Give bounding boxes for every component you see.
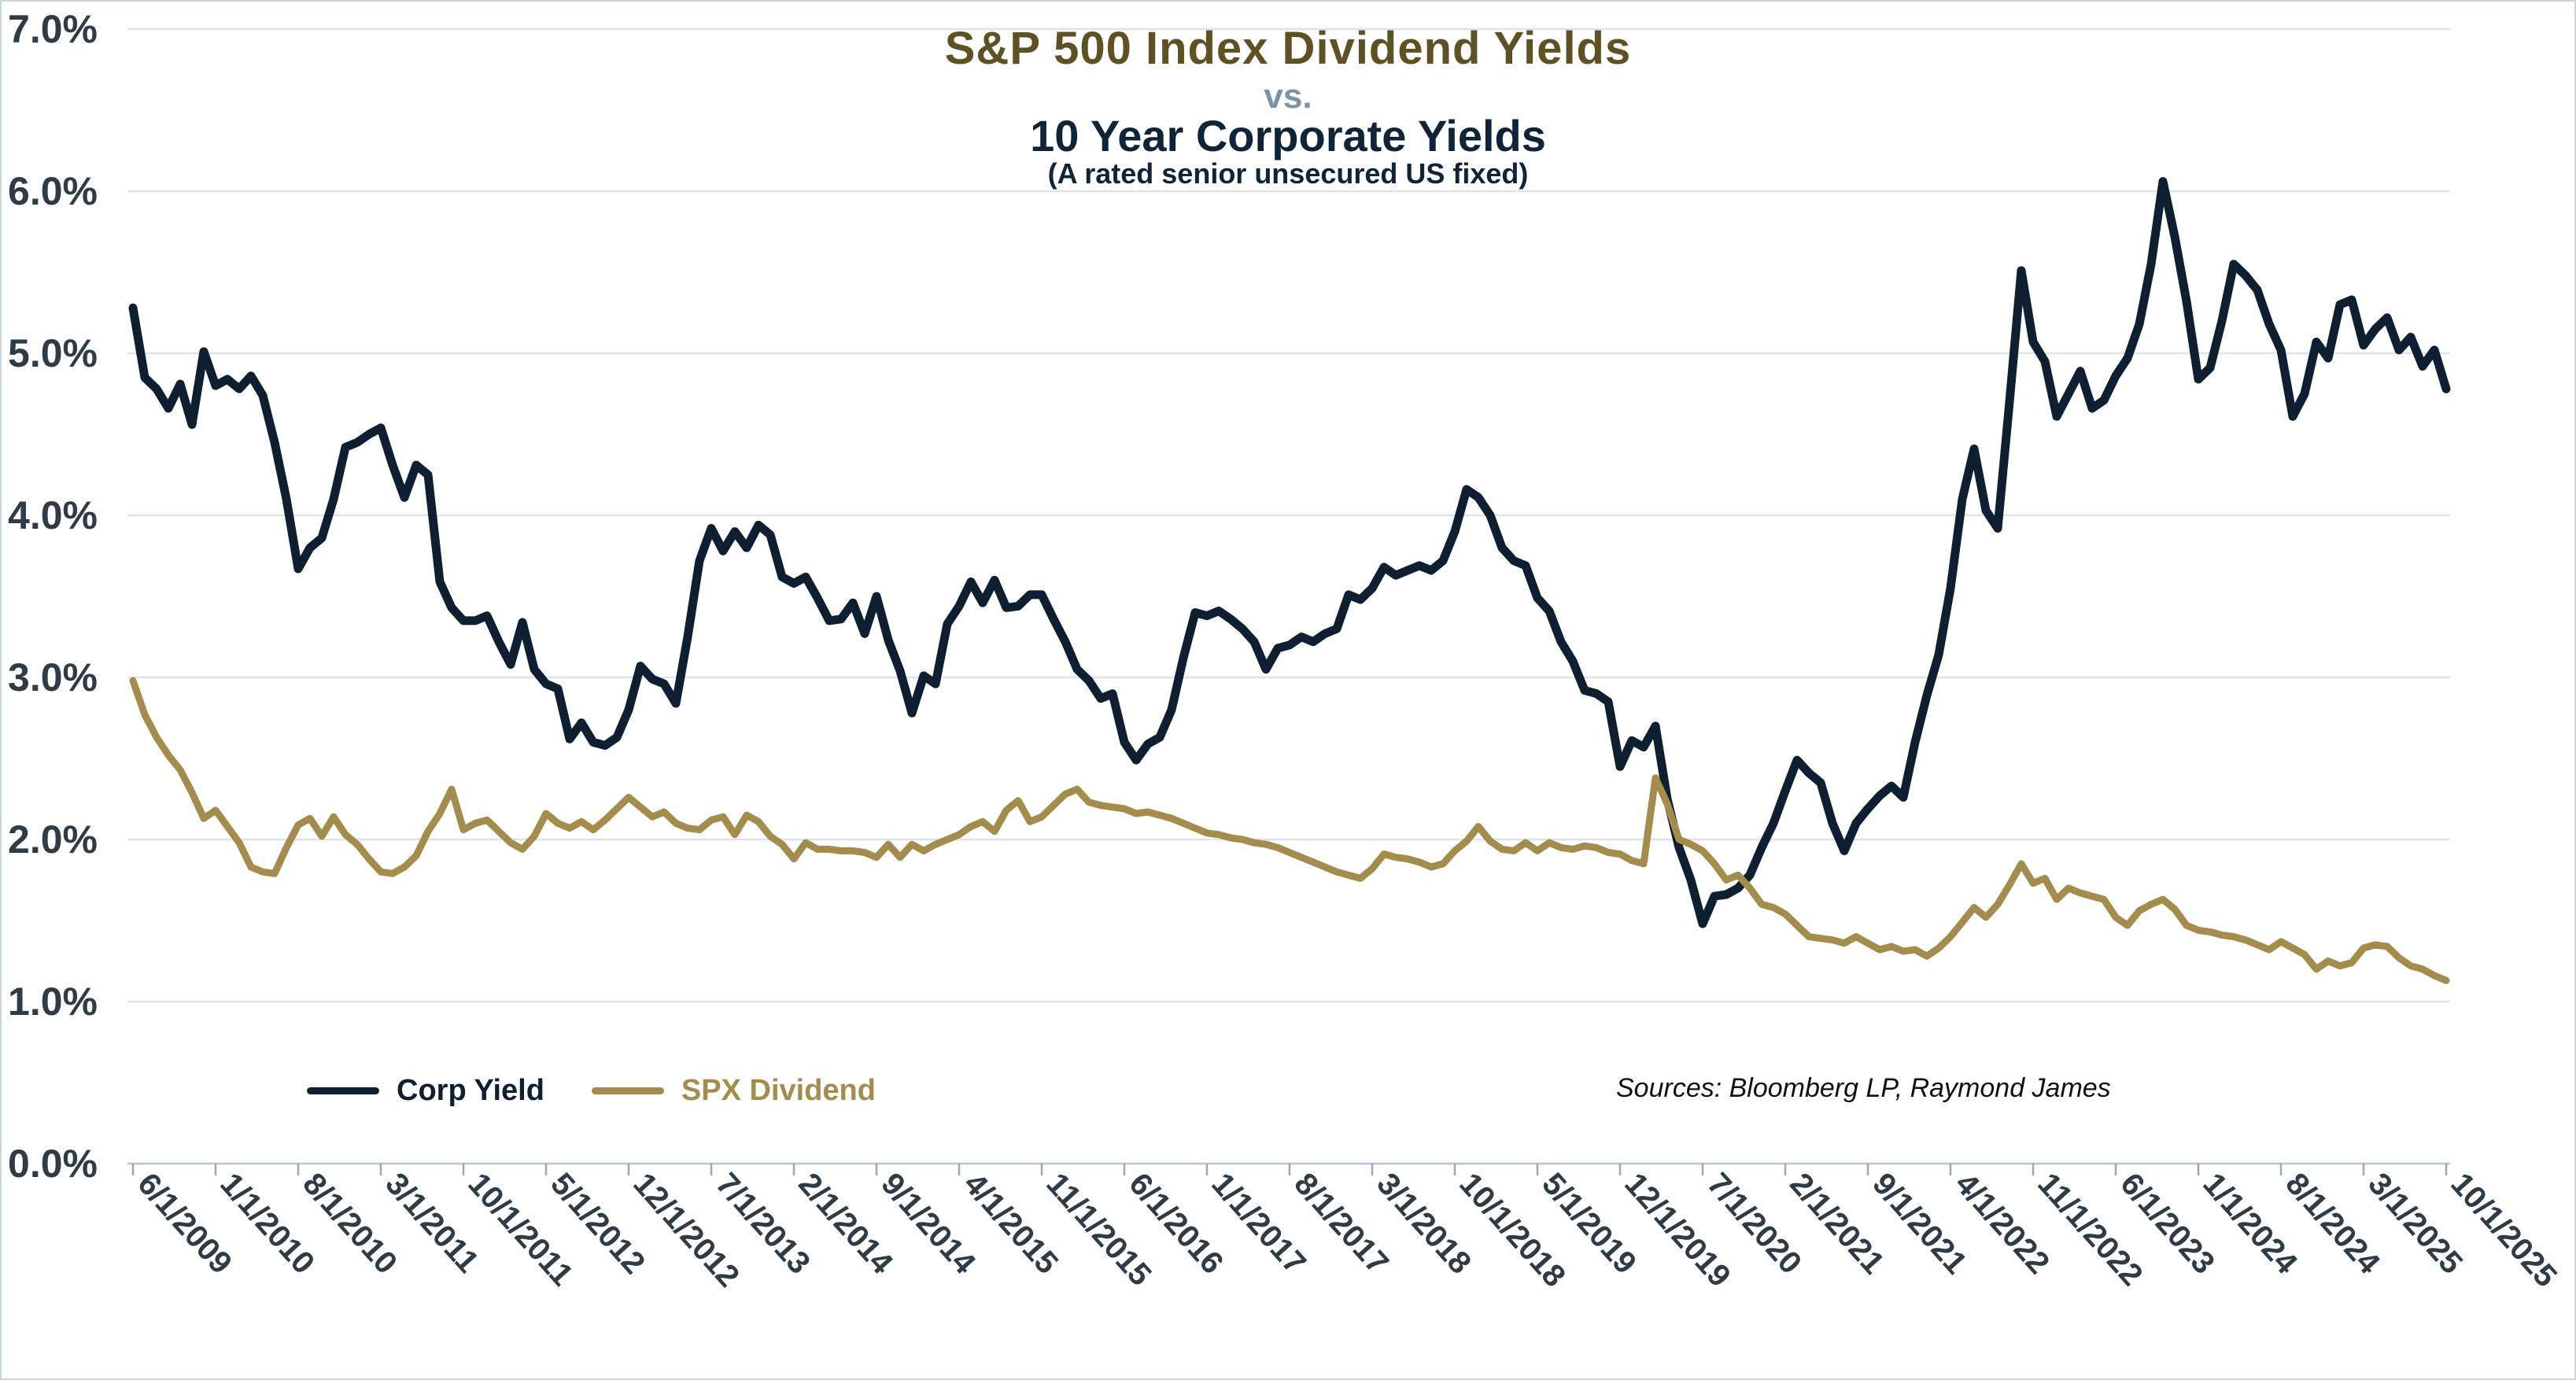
y-tick-label: 3.0% (8, 655, 98, 699)
chart-title-secondary: 10 Year Corporate Yields (1030, 111, 1546, 161)
y-tick-label: 1.0% (8, 980, 98, 1024)
legend-label-corp-yield: Corp Yield (397, 1073, 544, 1107)
legend-label-spx-dividend: SPX Dividend (681, 1073, 876, 1107)
gridlines (127, 28, 2450, 1003)
sources-note: Sources: Bloomberg LP, Raymond James (1616, 1073, 2111, 1103)
y-axis: 0.0% 1.0% 2.0% 3.0% 4.0% 5.0% 6.0% 7.0% (8, 7, 98, 1186)
legend-item-spx-dividend: SPX Dividend (591, 1073, 876, 1108)
y-tick-label: 0.0% (8, 1142, 98, 1186)
spx-dividend-line (129, 677, 2450, 984)
chart-subtitle: (A rated senior unsecured US fixed) (1047, 157, 1529, 190)
chart-title: S&P 500 Index Dividend Yields (944, 23, 1632, 74)
legend-item-corp-yield: Corp Yield (307, 1074, 544, 1108)
x-tick-label: 10/1/2025 (2444, 1167, 2563, 1294)
x-axis: 6/1/20091/1/20108/1/20103/1/201110/1/201… (127, 1162, 2563, 1294)
corp-yield-line (128, 177, 2451, 928)
y-tick-label: 2.0% (8, 817, 98, 862)
y-tick-label: 7.0% (8, 7, 98, 51)
y-tick-label: 6.0% (8, 169, 98, 213)
y-tick-label: 4.0% (8, 493, 98, 537)
corp-yield-line-swatch (307, 1087, 379, 1094)
spx-dividend-line-swatch (591, 1087, 664, 1094)
chart-title-vs: vs. (1264, 77, 1312, 116)
legend: Corp Yield SPX Dividend (307, 1070, 876, 1111)
y-tick-label: 5.0% (8, 331, 98, 375)
